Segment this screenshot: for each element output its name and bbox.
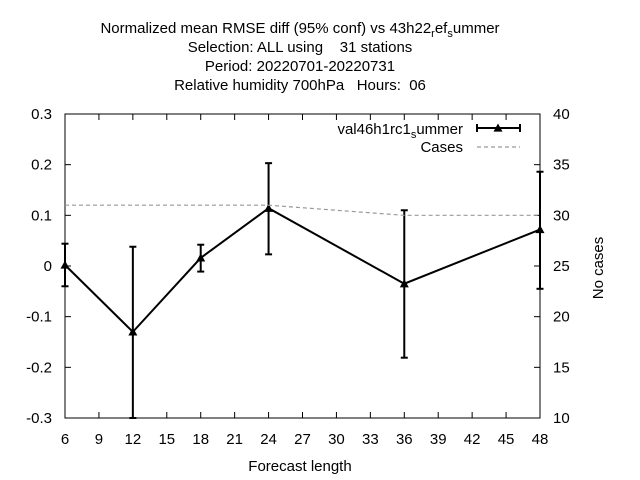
title-text-tail: ummer [453, 20, 500, 37]
title-text: Normalized mean RMSE diff (95% conf) vs … [100, 20, 431, 37]
y2-tick-label: 30 [553, 207, 570, 224]
series-layer [60, 162, 545, 419]
y2-tick-label: 40 [553, 106, 570, 123]
legend-text-tail: ummer [416, 121, 463, 138]
title-text-mid: ef [435, 20, 448, 37]
x-tick-label: 9 [95, 431, 103, 448]
x-tick-label: 42 [464, 431, 481, 448]
data-point [535, 225, 545, 234]
title-line-3: Period: 20220701-20220731 [205, 58, 395, 75]
y2-tick-label: 15 [553, 359, 570, 376]
data-point [196, 253, 206, 262]
x-tick-label: 45 [498, 431, 515, 448]
y-tick-label: -0.3 [26, 410, 52, 427]
data-point [128, 327, 138, 336]
data-point [399, 279, 409, 288]
y-axis: 0.3 0.2 0.1 0 -0.1 -0.2 -0.3 [26, 106, 71, 427]
y2-tick-label: 20 [553, 309, 570, 326]
x-tick-label: 6 [61, 431, 69, 448]
x-tick-label: 21 [226, 431, 243, 448]
y-tick-label: 0.1 [31, 207, 52, 224]
legend-text: val46h1rc1 [337, 121, 410, 138]
data-point [60, 260, 70, 269]
x-tick-label: 27 [294, 431, 311, 448]
y2-tick-label: 35 [553, 157, 570, 174]
x-tick-label: 36 [396, 431, 413, 448]
series-line [64, 207, 541, 334]
y-tick-label: -0.2 [26, 359, 52, 376]
y2-tick-label: 25 [553, 258, 570, 275]
x-axis: 6 9 12 15 18 21 24 27 30 33 36 39 42 45 48 [61, 114, 549, 448]
series-line-cases [65, 204, 540, 216]
y-tick-label: 0.3 [31, 106, 52, 123]
y2-axis: 40 35 30 25 20 15 10 [534, 106, 570, 427]
y2-axis-label: No cases [590, 237, 607, 300]
legend-label-val: val46h1rc1summer [337, 121, 463, 141]
data-point [264, 203, 274, 212]
legend-marker [493, 123, 503, 132]
y-tick-label: 0.2 [31, 157, 52, 174]
x-tick-label: 24 [260, 431, 277, 448]
legend-subscript: s [411, 129, 417, 141]
x-tick-label: 15 [158, 431, 175, 448]
x-tick-label: 18 [192, 431, 209, 448]
title-subscript: r [431, 28, 435, 40]
title-line-2: Selection: ALL using 31 stations [188, 39, 413, 56]
x-axis-label: Forecast length [248, 458, 351, 475]
title-subscript: s [447, 28, 453, 40]
x-tick-label: 48 [532, 431, 549, 448]
x-tick-label: 39 [430, 431, 447, 448]
legend-label-cases: Cases [420, 139, 463, 156]
x-tick-label: 30 [328, 431, 345, 448]
plot-frame [64, 113, 541, 419]
y-tick-label: -0.1 [26, 309, 52, 326]
x-tick-label: 12 [125, 431, 142, 448]
y2-tick-label: 10 [553, 410, 570, 427]
title-line-4: Relative humidity 700hPa Hours: 06 [174, 77, 426, 94]
y-tick-label: 0 [44, 258, 52, 275]
chart-title: Normalized mean RMSE diff (95% conf) vs … [100, 20, 499, 94]
x-tick-label: 33 [362, 431, 379, 448]
title-line-1: Normalized mean RMSE diff (95% conf) vs … [100, 20, 499, 40]
